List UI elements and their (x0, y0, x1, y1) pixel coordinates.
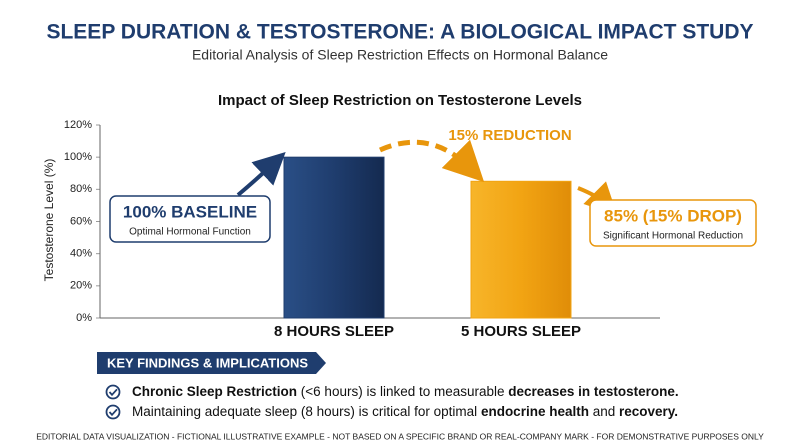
findings-list: Chronic Sleep Restriction (<6 hours) is … (105, 384, 679, 420)
y-tick-label: 120% (64, 119, 92, 131)
finding: Chronic Sleep Restriction (<6 hours) is … (132, 384, 679, 399)
title: SLEEP DURATION & TESTOSTERONE: A BIOLOGI… (46, 21, 753, 44)
finding-text: recovery. (619, 404, 678, 419)
annotation: 100% BASELINE (123, 202, 257, 221)
footer: EDITORIAL DATA VISUALIZATION - FICTIONAL… (36, 431, 764, 441)
check-icon (108, 408, 118, 417)
findings-banner (97, 352, 326, 374)
check-icon (108, 388, 118, 397)
annotation: Significant Hormonal Reduction (603, 231, 743, 242)
finding-text: decreases in testosterone. (508, 384, 678, 399)
finding-text: endocrine health (481, 404, 589, 419)
bar (283, 156, 385, 319)
annotation: 85% (15% DROP) (604, 206, 742, 225)
y-tick-label: 80% (70, 183, 92, 195)
y-tick-label: 20% (70, 280, 92, 292)
x-tick-label: 5 HOURS SLEEP (461, 323, 581, 340)
subtitle: Editorial Analysis of Sleep Restriction … (192, 47, 608, 63)
chart-title: Impact of Sleep Restriction on Testoster… (218, 92, 582, 109)
bar (470, 180, 572, 319)
arrow (236, 152, 286, 197)
finding: Maintaining adequate sleep (8 hours) is … (132, 404, 678, 419)
y-tick-label: 0% (76, 312, 92, 324)
check-icon (105, 384, 121, 400)
callout-box (109, 195, 271, 243)
finding-text: Maintaining adequate sleep (8 hours) is … (132, 404, 481, 419)
finding-text: (<6 hours) is linked to measurable (297, 384, 508, 399)
y-tick-label: 60% (70, 215, 92, 227)
arrow (378, 139, 485, 183)
plot: 0% 20% 40% 60% 80% 100% 120% 8 HOURS SLEEP 5 HOU… (64, 119, 660, 340)
y-tick-label: 100% (64, 151, 92, 163)
annotation: 15% REDUCTION (448, 127, 571, 144)
callout-box (589, 199, 757, 247)
finding-text: and (589, 404, 619, 419)
check-icon (105, 404, 121, 420)
findings-heading: KEY FINDINGS & IMPLICATIONS (107, 355, 308, 370)
y-tick-label: 40% (70, 248, 92, 260)
finding-text: Chronic Sleep Restriction (132, 384, 297, 399)
annotation: Optimal Hormonal Function (129, 227, 251, 238)
y-axis-label: Testosterone Level (%) (42, 159, 56, 282)
x-tick-label: 8 HOURS SLEEP (274, 323, 394, 340)
